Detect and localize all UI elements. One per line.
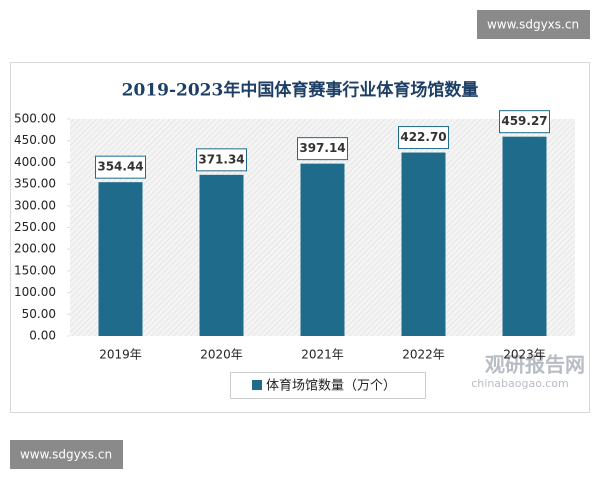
- value-label-box: [297, 137, 348, 161]
- bar: [502, 136, 547, 336]
- y-tick-label: 300.00: [14, 198, 56, 212]
- y-tick-label: 200.00: [14, 242, 56, 256]
- y-tick-label: 50.00: [22, 307, 56, 321]
- watermark: www.sdgyxs.cn: [20, 448, 112, 462]
- watermark: www.sdgyxs.cn: [487, 18, 579, 32]
- value-label-box: [398, 126, 449, 150]
- x-tick-label: 2023年: [503, 348, 546, 362]
- bar: [401, 152, 446, 336]
- legend-swatch: [252, 380, 262, 390]
- bar: [199, 174, 244, 336]
- x-tick-label: 2019年: [99, 348, 142, 362]
- value-label: 422.70: [400, 130, 446, 144]
- y-tick-label: 250.00: [14, 220, 56, 234]
- value-label: 459.27: [501, 114, 547, 128]
- value-label: 397.14: [299, 141, 345, 155]
- y-tick-label: 450.00: [14, 133, 56, 147]
- chart: 0.00 50.00 100.00 150.00 200.00 250.00 300.00 3…: [14, 110, 550, 399]
- legend-box: [230, 372, 426, 399]
- value-label-box: [196, 148, 247, 172]
- y-tick-label: 500.00: [14, 112, 56, 126]
- y-tick-label: 400.00: [14, 155, 56, 169]
- y-tick-label: 0.00: [29, 329, 56, 343]
- y-tick-label: 150.00: [14, 263, 56, 277]
- y-tick-label: 100.00: [14, 285, 56, 299]
- brand-watermark: 观研报告网: [485, 353, 585, 377]
- value-label-box: [499, 110, 550, 134]
- watermark-box: [10, 440, 123, 469]
- bar: [98, 182, 143, 336]
- y-tick-label: 350.00: [14, 177, 56, 191]
- legend-label: 体育场馆数量（万个）: [266, 378, 396, 394]
- x-tick-label: 2022年: [402, 348, 445, 362]
- value-label: 354.44: [97, 160, 143, 174]
- value-label: 371.34: [198, 152, 244, 166]
- x-tick-label: 2021年: [301, 348, 344, 362]
- x-tick-label: 2020年: [200, 348, 243, 362]
- value-label-box: [95, 155, 146, 179]
- bar: [300, 163, 345, 336]
- chart-title: 2019-2023年中国体育赛事行业体育场馆数量: [122, 80, 479, 101]
- watermark-box: [477, 10, 590, 39]
- brand-url: chinabaogao.com: [471, 377, 569, 390]
